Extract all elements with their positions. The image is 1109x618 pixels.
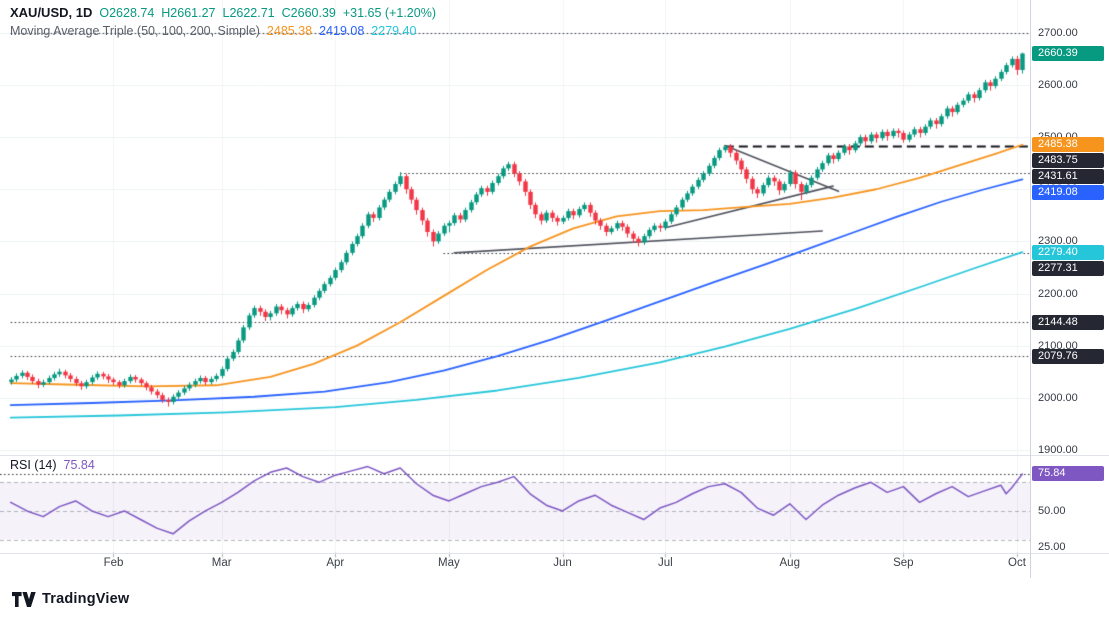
rsi-tick-label: 25.00 bbox=[1038, 540, 1066, 553]
tradingview-watermark[interactable]: TradingView bbox=[12, 591, 129, 607]
price-tick-label: 2600.00 bbox=[1038, 78, 1078, 91]
ma200-value: 2279.40 bbox=[371, 24, 417, 38]
price-axis-badge: 2144.48 bbox=[1032, 314, 1104, 330]
ohlc-close: C2660.39 bbox=[281, 6, 336, 20]
rsi-indicator-legend[interactable]: RSI (14) 75.84 bbox=[10, 458, 95, 472]
ohlc-legend-row[interactable]: XAU/USD, 1D O2628.74 H2661.27 L2622.71 C… bbox=[10, 5, 436, 24]
ma100-value: 2419.08 bbox=[319, 24, 365, 38]
time-axis-label: Feb bbox=[103, 557, 124, 569]
price-axis-badge: 2419.08 bbox=[1032, 185, 1104, 201]
time-axis-label: Jun bbox=[553, 557, 572, 569]
price-change: +31.65 (+1.20%) bbox=[342, 6, 436, 20]
time-axis-separator bbox=[0, 553, 1109, 554]
rsi-axis-badge: 75.84 bbox=[1032, 466, 1104, 482]
symbol-title[interactable]: XAU/USD, 1D bbox=[10, 5, 93, 20]
price-tick-label: 2700.00 bbox=[1038, 26, 1078, 39]
time-axis-label: May bbox=[438, 557, 460, 569]
ohlc-low: L2622.71 bbox=[222, 6, 275, 20]
time-axis-label: Sep bbox=[893, 557, 914, 569]
rsi-title[interactable]: RSI (14) bbox=[10, 458, 57, 472]
price-axis-badge: 2279.40 bbox=[1032, 244, 1104, 260]
time-axis-label: Oct bbox=[1008, 557, 1026, 569]
price-tick-label: 1900.00 bbox=[1038, 443, 1078, 456]
price-axis-badge: 2483.75 bbox=[1032, 153, 1104, 169]
ma50-value: 2485.38 bbox=[266, 24, 313, 38]
price-axis-border bbox=[1030, 0, 1031, 578]
chart-canvas[interactable] bbox=[0, 0, 1030, 578]
price-tick-label: 2100.00 bbox=[1038, 339, 1078, 352]
price-axis-badge: 2277.31 bbox=[1032, 260, 1104, 276]
time-axis[interactable]: Feb Mar Apr May Jun Jul Aug Sep Oct bbox=[0, 557, 1030, 575]
time-axis-label: Mar bbox=[211, 557, 232, 569]
time-axis-label: Aug bbox=[779, 557, 800, 569]
ohlc-open: O2628.74 bbox=[99, 6, 155, 20]
tradingview-logo-icon bbox=[12, 591, 36, 607]
price-axis-badge: 2079.76 bbox=[1032, 348, 1104, 364]
pane-separator[interactable] bbox=[0, 455, 1109, 456]
rsi-value: 75.84 bbox=[63, 458, 95, 472]
price-axis-badge: 2660.39 bbox=[1032, 45, 1104, 61]
ma-indicator-title[interactable]: Moving Average Triple (50, 100, 200, Sim… bbox=[10, 24, 260, 38]
tradingview-logo-text: TradingView bbox=[42, 591, 130, 607]
time-axis-label: Jul bbox=[657, 557, 673, 569]
price-tick-label: 2200.00 bbox=[1038, 287, 1078, 300]
rsi-tick-label: 50.00 bbox=[1038, 504, 1066, 517]
price-axis-badge: 2431.61 bbox=[1032, 169, 1104, 185]
ohlc-high: H2661.27 bbox=[161, 6, 216, 20]
price-tick-label: 2000.00 bbox=[1038, 391, 1078, 404]
price-axis[interactable]: 2700.002600.002500.002400.002300.002200.… bbox=[1030, 0, 1109, 578]
price-axis-badge: 2485.38 bbox=[1032, 137, 1104, 153]
symbol-legend[interactable]: XAU/USD, 1D O2628.74 H2661.27 L2622.71 C… bbox=[10, 5, 436, 43]
price-tick-label: 2300.00 bbox=[1038, 235, 1078, 248]
time-axis-label: Apr bbox=[326, 557, 345, 569]
ma-legend-row[interactable]: Moving Average Triple (50, 100, 200, Sim… bbox=[10, 24, 436, 43]
